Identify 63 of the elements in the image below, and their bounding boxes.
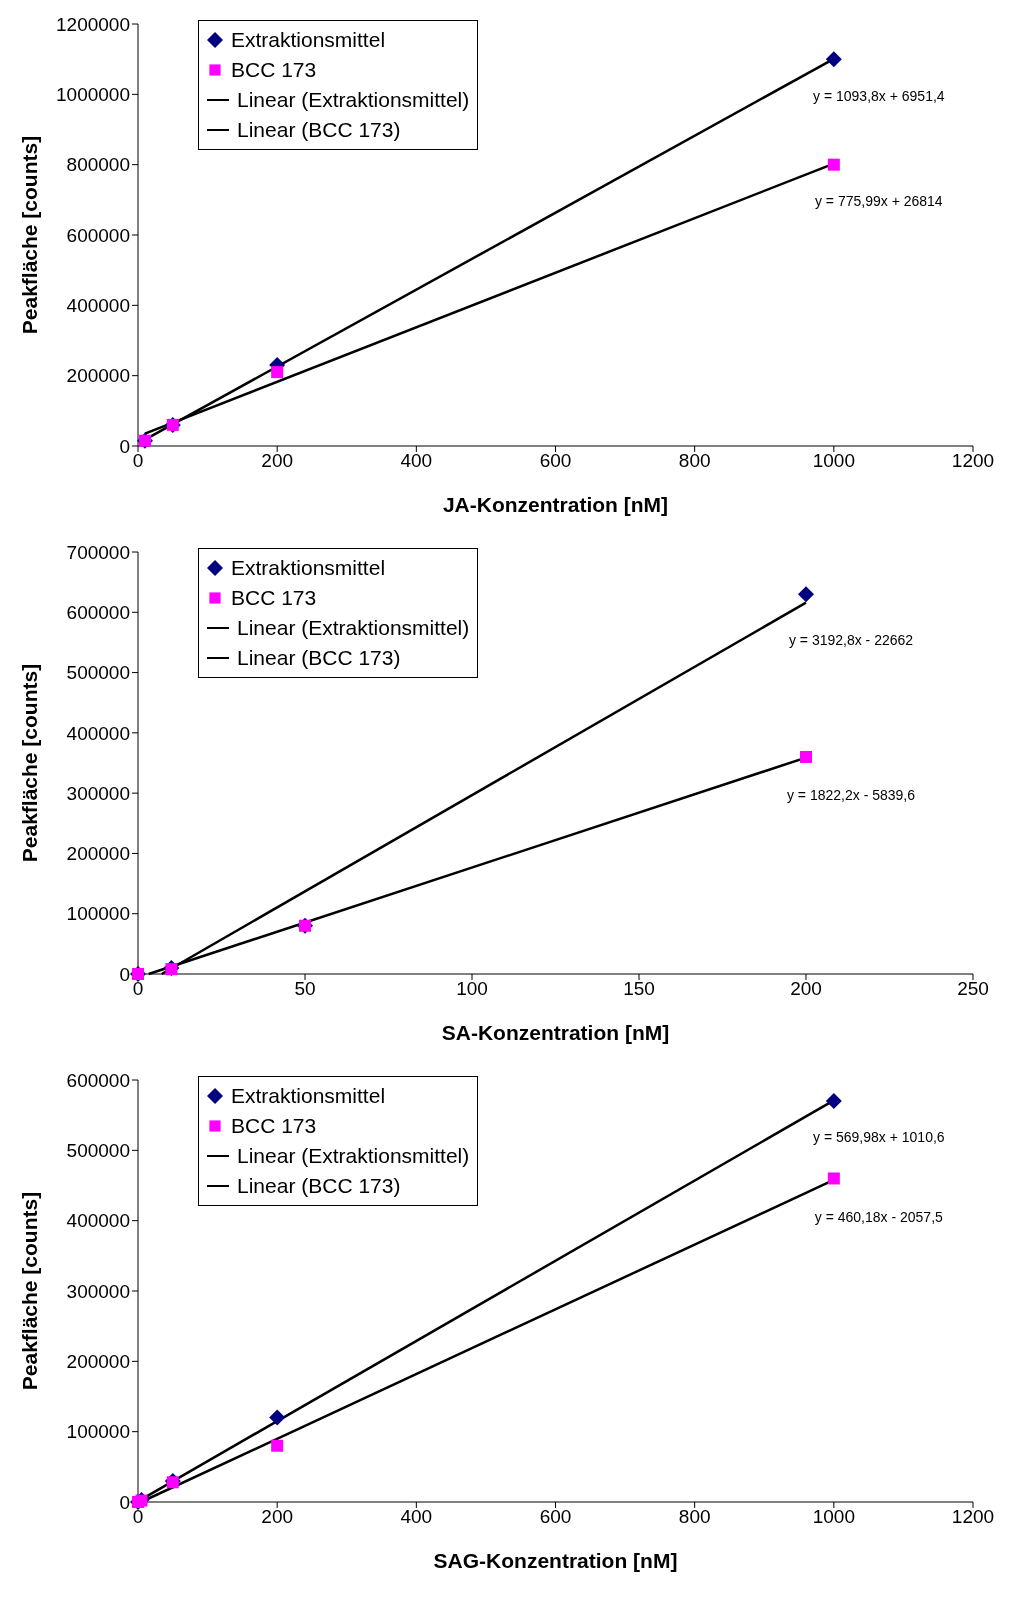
legend-label: BCC 173 <box>231 58 317 82</box>
legend-label: Extraktionsmittel <box>231 556 386 580</box>
x-tick-label: 600 <box>539 450 572 472</box>
y-tick-label: 700000 <box>66 541 130 563</box>
x-tick-label: 1200 <box>951 1506 995 1528</box>
y-tick-label: 300000 <box>66 782 130 804</box>
legend-label: Linear (Extraktionsmittel) <box>237 616 470 640</box>
y-tick-label: 600000 <box>66 1069 130 1091</box>
x-tick-label: 250 <box>957 978 989 1000</box>
annotation: y = 460,18x - 2057,5 <box>814 1208 944 1225</box>
y-tick-label: 1000000 <box>56 84 130 106</box>
x-tick-label: 200 <box>790 978 822 1000</box>
y-axis-title: Peakfläche [counts] <box>18 663 42 863</box>
y-tick-label: 600000 <box>66 224 130 246</box>
y-tick-label: 300000 <box>66 1280 130 1302</box>
x-tick-label: 1000 <box>812 450 855 472</box>
y-tick-label: 100000 <box>66 1421 130 1443</box>
y-tick-label: 500000 <box>66 1140 130 1162</box>
x-tick-label: 1000 <box>812 1506 855 1528</box>
x-tick-label: 200 <box>261 1506 294 1528</box>
y-tick-label: 200000 <box>66 365 130 387</box>
y-tick-label: 400000 <box>66 1210 130 1232</box>
y-axis-title: Peakfläche [counts] <box>18 1191 42 1391</box>
y-tick-label: 100000 <box>66 903 130 925</box>
legend-label: Linear (BCC 173) <box>237 646 401 670</box>
x-tick-label: 600 <box>539 1506 572 1528</box>
annotation: y = 3192,8x - 22662 <box>788 631 914 648</box>
y-tick-label: 400000 <box>66 295 130 317</box>
annotation: y = 569,98x + 1010,6 <box>813 1129 945 1146</box>
y-tick-label: 1200000 <box>56 13 130 35</box>
legend-label: Linear (BCC 173) <box>237 1174 401 1198</box>
x-tick-label: 1200 <box>951 450 995 472</box>
x-axis-title: JA-Konzentration [nM] <box>442 493 669 516</box>
x-axis-title: SA-Konzentration [nM] <box>441 1021 670 1044</box>
x-tick-label: 100 <box>456 978 488 1000</box>
y-tick-label: 200000 <box>66 1351 130 1373</box>
legend-label: Linear (BCC 173) <box>237 118 401 142</box>
x-tick-label: 400 <box>400 1506 433 1528</box>
x-tick-label: 200 <box>261 450 294 472</box>
legend-label: Extraktionsmittel <box>231 1084 386 1108</box>
legend-label: Extraktionsmittel <box>231 28 386 52</box>
x-axis-title: SAG-Konzentration [nM] <box>433 1549 678 1572</box>
legend-label: BCC 173 <box>231 586 317 610</box>
x-tick-label: 800 <box>678 450 711 472</box>
y-axis-title: Peakfläche [counts] <box>18 135 42 335</box>
y-tick-label: 0 <box>119 1491 130 1513</box>
annotation: y = 1822,2x - 5839,6 <box>786 786 916 803</box>
y-tick-label: 500000 <box>66 662 130 684</box>
y-tick-label: 800000 <box>66 154 130 176</box>
x-tick-label: 800 <box>678 1506 711 1528</box>
legend-label: BCC 173 <box>231 1114 317 1138</box>
x-tick-label: 50 <box>294 978 316 1000</box>
y-tick-label: 0 <box>119 435 130 457</box>
y-tick-label: 200000 <box>66 843 130 865</box>
y-tick-label: 0 <box>119 963 130 985</box>
x-tick-label: 400 <box>400 450 433 472</box>
annotation: y = 1093,8x + 6951,4 <box>813 87 945 104</box>
y-tick-label: 600000 <box>66 602 130 624</box>
y-tick-label: 400000 <box>66 722 130 744</box>
legend-label: Linear (Extraktionsmittel) <box>237 1144 470 1168</box>
x-tick-label: 150 <box>623 978 655 1000</box>
annotation: y = 775,99x + 26814 <box>815 192 943 209</box>
legend-label: Linear (Extraktionsmittel) <box>237 88 470 112</box>
